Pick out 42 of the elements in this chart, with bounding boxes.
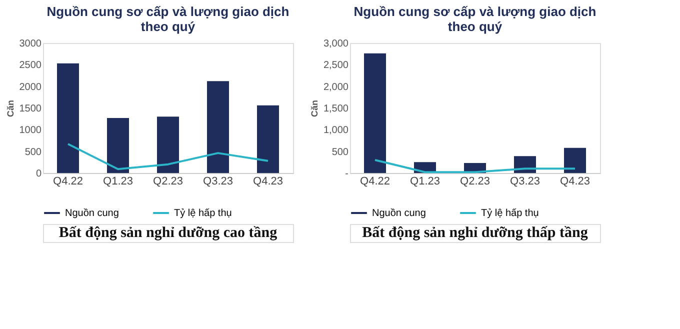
legend-label: Nguồn cung xyxy=(372,208,426,219)
y-tick-label: 2,500 xyxy=(323,60,349,72)
x-tick-label: Q4.23 xyxy=(253,176,283,188)
x-tick-label: Q1.23 xyxy=(103,176,133,188)
y-tick-label: 500 xyxy=(332,146,349,158)
bar xyxy=(564,148,586,173)
line-series xyxy=(67,142,269,170)
bar xyxy=(207,81,229,173)
legend-label: Tỷ lệ hấp thụ xyxy=(481,208,539,219)
y-tick-label: 3,000 xyxy=(323,38,349,50)
chart-title: Nguồn cung sơ cấp và lượng giao dịch theo quý xyxy=(354,4,596,34)
y-tick-label: 1,500 xyxy=(323,104,349,114)
y-tick-label: 2500 xyxy=(19,60,42,72)
x-tick-label: Q3.23 xyxy=(510,176,540,188)
text: Bất động sản nghỉ dưỡng thấp tầng xyxy=(362,225,588,241)
x-tick-label: Q1.23 xyxy=(410,176,440,188)
x-tick-label: Q3.23 xyxy=(203,176,233,188)
x-tick-label: Q2.23 xyxy=(153,176,183,188)
y-tick-label: 0 xyxy=(36,168,42,180)
y-tick-label: 1000 xyxy=(19,125,42,136)
bar xyxy=(157,116,179,173)
legend-label: Nguồn cung xyxy=(65,208,119,219)
text: Bất động sản nghỉ dưỡng cao tầng xyxy=(58,225,278,241)
x-tick-label: Q4.22 xyxy=(53,176,83,188)
y-tick-label: 500 xyxy=(24,146,42,158)
y-tick-label: 1500 xyxy=(19,104,42,114)
bar xyxy=(57,63,79,173)
bar xyxy=(107,118,129,173)
y-axis-title: Căn xyxy=(309,100,320,118)
x-tick-label: Q4.22 xyxy=(360,176,390,188)
y-axis-title: Căn xyxy=(5,100,16,118)
y-tick-label: 3000 xyxy=(19,38,42,50)
y-tick-label: 2000 xyxy=(19,82,42,93)
y-tick-label: 2,000 xyxy=(323,82,349,93)
x-tick-label: Q4.23 xyxy=(560,176,590,188)
chart-title: Nguồn cung sơ cấp và lượng giao dịch theo quý xyxy=(46,4,290,34)
bar xyxy=(257,105,279,173)
x-tick-label: Q2.23 xyxy=(460,176,490,188)
legend-label: Tỷ lệ hấp thụ xyxy=(174,208,232,219)
y-tick-label: - xyxy=(345,168,348,180)
y-tick-label: 1,000 xyxy=(323,125,349,136)
bar xyxy=(364,53,386,173)
